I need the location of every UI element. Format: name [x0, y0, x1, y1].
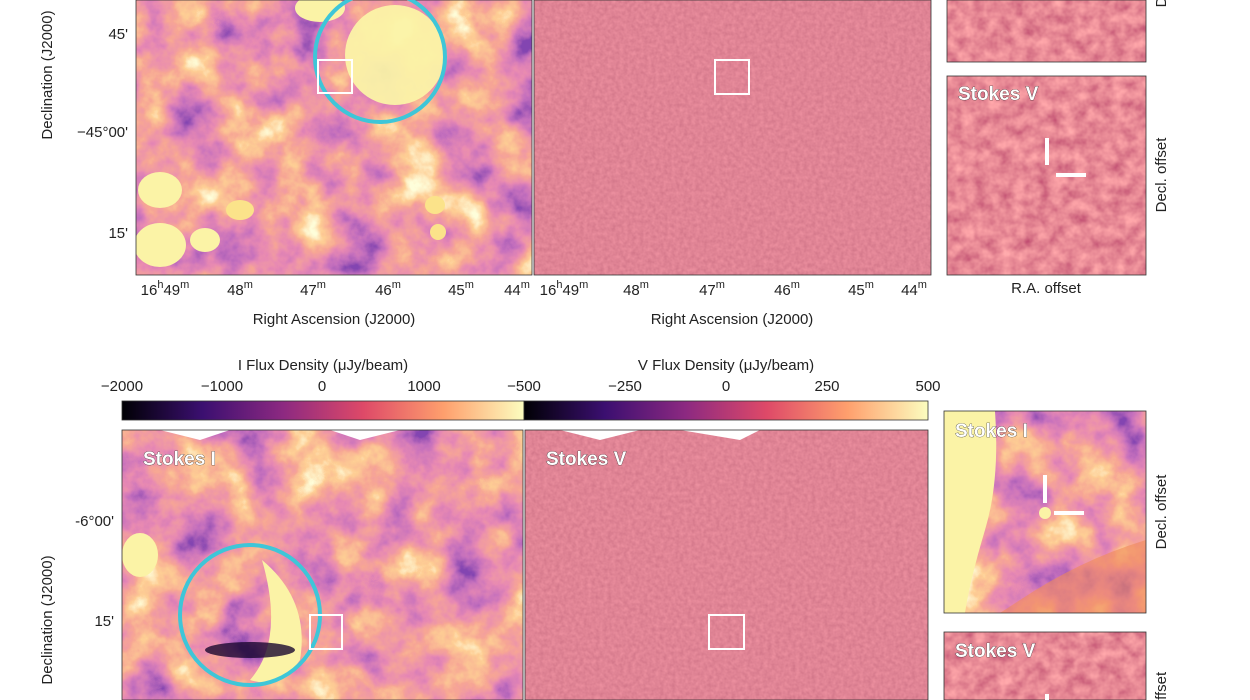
- tick-unit: h: [556, 279, 562, 291]
- stokes-i-image-bottom: [122, 430, 523, 700]
- x-tick-label: 16h49m: [540, 279, 589, 299]
- source-box: [317, 59, 353, 94]
- stokes-i-image-top: [136, 0, 532, 275]
- colorbar-title: V Flux Density (μJy/beam): [638, 357, 814, 374]
- panel-frame: [943, 631, 1147, 700]
- x-axis-label: Right Ascension (J2000): [253, 311, 416, 328]
- panel-frame: [943, 410, 1147, 614]
- stokes-v-image-bottom: [525, 430, 928, 700]
- tick-number: 45: [448, 282, 465, 299]
- x-tick-label: 48m: [623, 279, 649, 299]
- source-box: [708, 614, 745, 650]
- tick-unit: m: [640, 279, 649, 291]
- colorbar-tick: −500: [507, 378, 541, 395]
- x-tick-label: 16h49m: [141, 279, 190, 299]
- tick-number: 16: [540, 282, 557, 299]
- tick-unit: h: [157, 279, 163, 291]
- y-axis-label: Declination (J2000): [39, 555, 56, 684]
- panel-frame: [135, 0, 533, 276]
- y-axis-label: Decl. offset: [1153, 474, 1170, 550]
- x-tick-label: 48m: [227, 279, 253, 299]
- colorbar-tick: 1000: [407, 378, 440, 395]
- edge-mask: [680, 430, 760, 440]
- inset-v-top: [947, 76, 1146, 275]
- edge-mask: [560, 430, 640, 440]
- tick-unit: m: [392, 279, 401, 291]
- x-tick-label: 45m: [848, 279, 874, 299]
- tick-number: 48: [227, 282, 244, 299]
- colorbar-tick: 500: [915, 378, 940, 395]
- y-tick-label: -6°00': [75, 513, 114, 530]
- tick-unit: m: [865, 279, 874, 291]
- y-tick-label: 15': [94, 613, 114, 630]
- x-tick-label: 47m: [300, 279, 326, 299]
- panel-frame: [946, 75, 1147, 276]
- panel-frame: [533, 0, 932, 276]
- x-axis-label: Right Ascension (J2000): [651, 311, 814, 328]
- y-tick-label: 15': [108, 225, 128, 242]
- colorbar-tick: 250: [814, 378, 839, 395]
- tick-number: 48: [623, 282, 640, 299]
- tick-unit: m: [791, 279, 800, 291]
- inset-v-bottom: [944, 632, 1146, 700]
- panel-frame: [121, 429, 524, 700]
- tick-number: 46: [375, 282, 392, 299]
- tick-unit: m: [465, 279, 474, 291]
- x-tick-label: 46m: [375, 279, 401, 299]
- panel-label: Stokes V: [958, 84, 1039, 105]
- source: [1039, 507, 1051, 519]
- panel-frame: [946, 0, 1147, 63]
- colorbar-title: I Flux Density (μJy/beam): [238, 357, 408, 374]
- colorbar-v: [523, 400, 929, 421]
- tick-number: 49: [163, 282, 180, 299]
- y-tick-label: 45': [108, 26, 128, 43]
- colorbar-tick: −250: [608, 378, 642, 395]
- colorbar-tick: −1000: [201, 378, 243, 395]
- tick-unit: m: [317, 279, 326, 291]
- stokes-v-image-top: [534, 0, 931, 275]
- remnant-circle: [313, 0, 447, 124]
- tick-unit: m: [521, 279, 530, 291]
- tick-unit: m: [180, 279, 189, 291]
- tick-unit: m: [716, 279, 725, 291]
- x-axis-label: R.A. offset: [1011, 280, 1082, 297]
- x-tick-label: 44m: [504, 279, 530, 299]
- y-tick-label: −45°00': [77, 124, 128, 141]
- y-axis-label: Decl. offset: [1153, 0, 1170, 7]
- colorbar-tick: −2000: [101, 378, 143, 395]
- tick-number: 45: [848, 282, 865, 299]
- tick-number: 16: [141, 282, 158, 299]
- colorbar-i: [121, 400, 525, 421]
- y-axis-label: offset: [1153, 671, 1170, 700]
- panel-label: Stokes I: [955, 421, 1028, 442]
- x-tick-label: 47m: [699, 279, 725, 299]
- tick-number: 47: [300, 282, 317, 299]
- tick-number: 44: [901, 282, 918, 299]
- panel-label: Stokes I: [143, 449, 216, 470]
- x-tick-label: 44m: [901, 279, 927, 299]
- tick-number: 47: [699, 282, 716, 299]
- tick-number: 46: [774, 282, 791, 299]
- tick-unit: m: [579, 279, 588, 291]
- colorbar-tick: 0: [722, 378, 730, 395]
- x-tick-label: 46m: [774, 279, 800, 299]
- panel-frame: [524, 429, 929, 700]
- source-box: [309, 614, 343, 650]
- source-box: [714, 59, 750, 95]
- panel-label: Stokes V: [955, 641, 1036, 662]
- tick-unit: m: [244, 279, 253, 291]
- x-tick-label: 45m: [448, 279, 474, 299]
- inset-i-top: [947, 0, 1146, 62]
- panel-label: Stokes V: [546, 449, 627, 470]
- y-axis-label: Decl. offset: [1153, 137, 1170, 213]
- y-axis-label: Declination (J2000): [39, 10, 56, 139]
- colorbar-tick: 0: [318, 378, 326, 395]
- tick-number: 49: [562, 282, 579, 299]
- tick-number: 44: [504, 282, 521, 299]
- tick-unit: m: [918, 279, 927, 291]
